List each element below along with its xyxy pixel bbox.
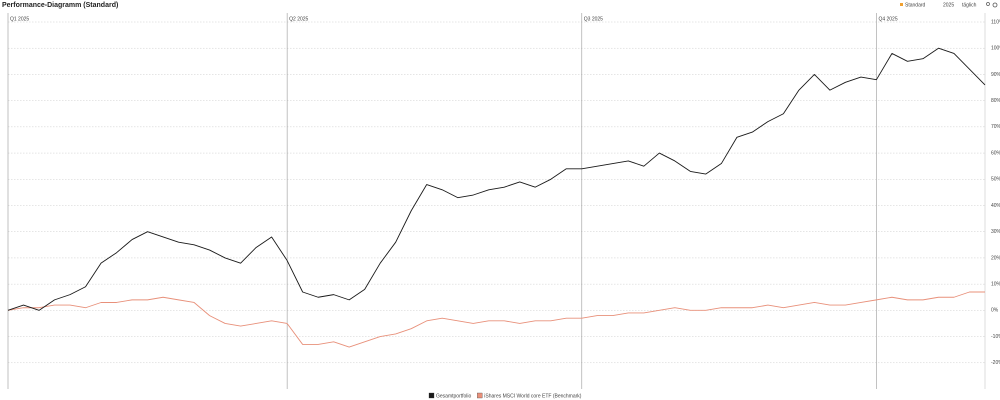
y-tick-label: 110% — [991, 19, 1000, 25]
y-tick-label: 60% — [991, 150, 1000, 156]
x-tick-label: Q1 2025 — [10, 16, 29, 22]
view-select[interactable]: Standard — [905, 2, 926, 8]
legend-label: iShares MSCI World core ETF (Benchmark) — [484, 393, 581, 399]
y-tick-label: 0% — [991, 308, 999, 314]
y-tick-label: -20% — [991, 360, 1000, 366]
y-tick-label: 90% — [991, 72, 1000, 78]
y-tick-label: 80% — [991, 98, 1000, 104]
user-icon[interactable] — [986, 2, 990, 6]
series-line — [7, 47, 986, 311]
y-tick-label: 40% — [991, 203, 1000, 209]
series-line — [7, 291, 985, 348]
interval-select[interactable]: täglich — [962, 2, 977, 8]
settings-icon[interactable] — [992, 2, 998, 8]
legend-label: Gesamtportfolio — [436, 393, 472, 399]
x-tick-label: Q2 2025 — [289, 16, 308, 22]
year-select[interactable]: 2025 — [943, 2, 954, 8]
y-tick-label: 50% — [991, 177, 1000, 183]
legend-swatch — [428, 392, 435, 399]
x-tick-label: Q4 2025 — [878, 16, 897, 22]
y-tick-label: 100% — [991, 46, 1000, 52]
y-tick-label: 20% — [991, 255, 1000, 261]
y-tick-label: 10% — [991, 281, 1000, 287]
x-tick-label: Q3 2025 — [584, 16, 603, 22]
chart-title: Performance-Diagramm (Standard) — [2, 2, 118, 9]
legend-swatch — [477, 392, 483, 399]
view-icon — [900, 3, 903, 6]
y-tick-label: -10% — [991, 334, 1000, 340]
y-tick-label: 30% — [991, 229, 1000, 235]
y-tick-label: 70% — [991, 124, 1000, 130]
